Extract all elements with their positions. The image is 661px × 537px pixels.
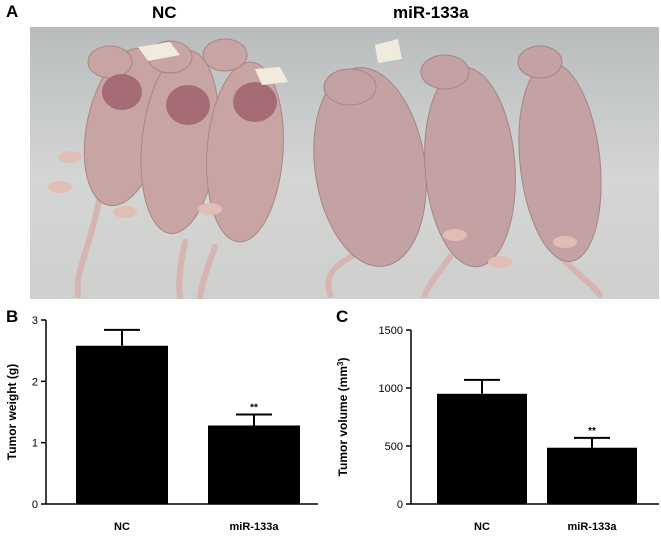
- paw: [48, 181, 72, 193]
- y-axis-label: Tumor weight (g): [5, 364, 19, 460]
- y-axis-label-end: ): [336, 358, 350, 362]
- x-tick-label: NC: [114, 521, 130, 533]
- group-label-mir133a: miR-133a: [393, 3, 469, 22]
- mouse-head: [202, 38, 248, 72]
- y-tick-label: 1500: [379, 325, 403, 337]
- tail: [74, 194, 103, 298]
- bar-NC: [76, 345, 168, 504]
- y-tick-label: 3: [32, 315, 38, 327]
- y-tick-label: 0: [397, 499, 403, 511]
- mouse-head: [517, 45, 563, 79]
- tumor-nc-2: [166, 85, 210, 125]
- y-tick-label: 1: [32, 438, 38, 450]
- y-axis-label-main: Tumor volume (mm: [336, 366, 350, 476]
- bar-NC: [437, 393, 527, 504]
- y-axis-label-superscript: 3: [336, 361, 345, 366]
- y-tick-label: 2: [32, 376, 38, 388]
- panel-a-letter: A: [6, 2, 19, 21]
- significance-label: **: [588, 426, 596, 437]
- group-label-nc: NC: [152, 3, 177, 22]
- tumor-nc-3: [233, 82, 277, 122]
- paper-tag: [255, 67, 288, 85]
- paw: [113, 206, 137, 218]
- tail: [422, 254, 453, 298]
- paw: [488, 256, 512, 268]
- x-tick-label: miR-133a: [568, 521, 618, 533]
- panel-c-letter: C: [336, 307, 349, 326]
- y-tick-label: 0: [32, 499, 38, 511]
- tumor-nc-1: [102, 74, 142, 110]
- bar-miR-133a: [208, 425, 300, 504]
- mice-photo: [30, 27, 659, 299]
- tumor-volume-chart: 0 500 1000 1500 NC miR-133a ** Tumor volume (mm…: [336, 325, 659, 533]
- bar-miR-133a: [547, 447, 637, 504]
- y-tick-label: 500: [385, 441, 403, 453]
- tumor-weight-chart: 0 1 2 3 NC miR-133a ** Tumor weight (g): [5, 315, 318, 533]
- x-tick-label: miR-133a: [230, 521, 280, 533]
- tail: [197, 244, 218, 299]
- mouse-head: [87, 45, 133, 79]
- panel-b-letter: B: [6, 307, 19, 326]
- y-tick-label: 1000: [379, 383, 403, 395]
- paw: [58, 151, 82, 163]
- paw: [553, 236, 577, 248]
- y-axis-label: Tumor volume (mm3): [336, 358, 350, 477]
- paw: [443, 229, 467, 241]
- mouse-body-mir-2: [424, 66, 516, 268]
- mouse-body-mir-3: [518, 61, 602, 263]
- paw: [198, 203, 222, 215]
- mouse-head: [420, 54, 470, 90]
- tail: [176, 239, 188, 299]
- mice-illustration: [48, 38, 603, 299]
- tail: [325, 249, 363, 298]
- paper-tag: [138, 42, 180, 61]
- paper-tag: [375, 39, 402, 63]
- mouse-head: [323, 68, 377, 106]
- x-tick-label: NC: [474, 521, 490, 533]
- significance-label: **: [250, 402, 258, 413]
